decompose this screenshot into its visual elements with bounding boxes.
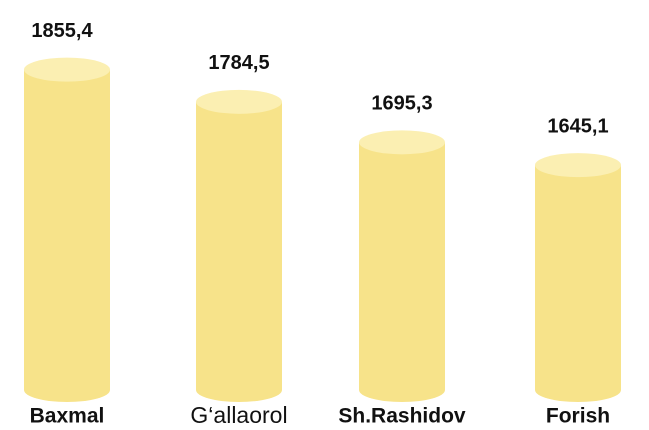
- cylinder-top: [535, 153, 621, 178]
- x-tick-label: Sh.Rashidov: [338, 405, 466, 428]
- cylinder-bar: [196, 89, 282, 403]
- cylinder-bar: [24, 57, 110, 403]
- cylinder-top: [359, 130, 445, 155]
- x-tick-label: Forish: [546, 405, 610, 428]
- cylinder-bar: [359, 130, 445, 403]
- value-label: 1695,3: [371, 93, 432, 115]
- cylinder-top: [24, 57, 110, 82]
- x-tick-label: Baxmal: [30, 405, 105, 428]
- cylinder-body: [359, 142, 445, 403]
- cylinder-bar: [535, 153, 621, 402]
- value-label: 1645,1: [547, 115, 608, 137]
- value-label: 1855,4: [31, 20, 93, 42]
- cylinder-body: [196, 101, 282, 403]
- x-tick-label: G‘allaorol: [190, 402, 287, 428]
- cylinder-body: [535, 165, 621, 402]
- cylinder-top: [196, 89, 282, 114]
- value-label: 1784,5: [208, 52, 269, 74]
- cylinder-body: [24, 69, 110, 403]
